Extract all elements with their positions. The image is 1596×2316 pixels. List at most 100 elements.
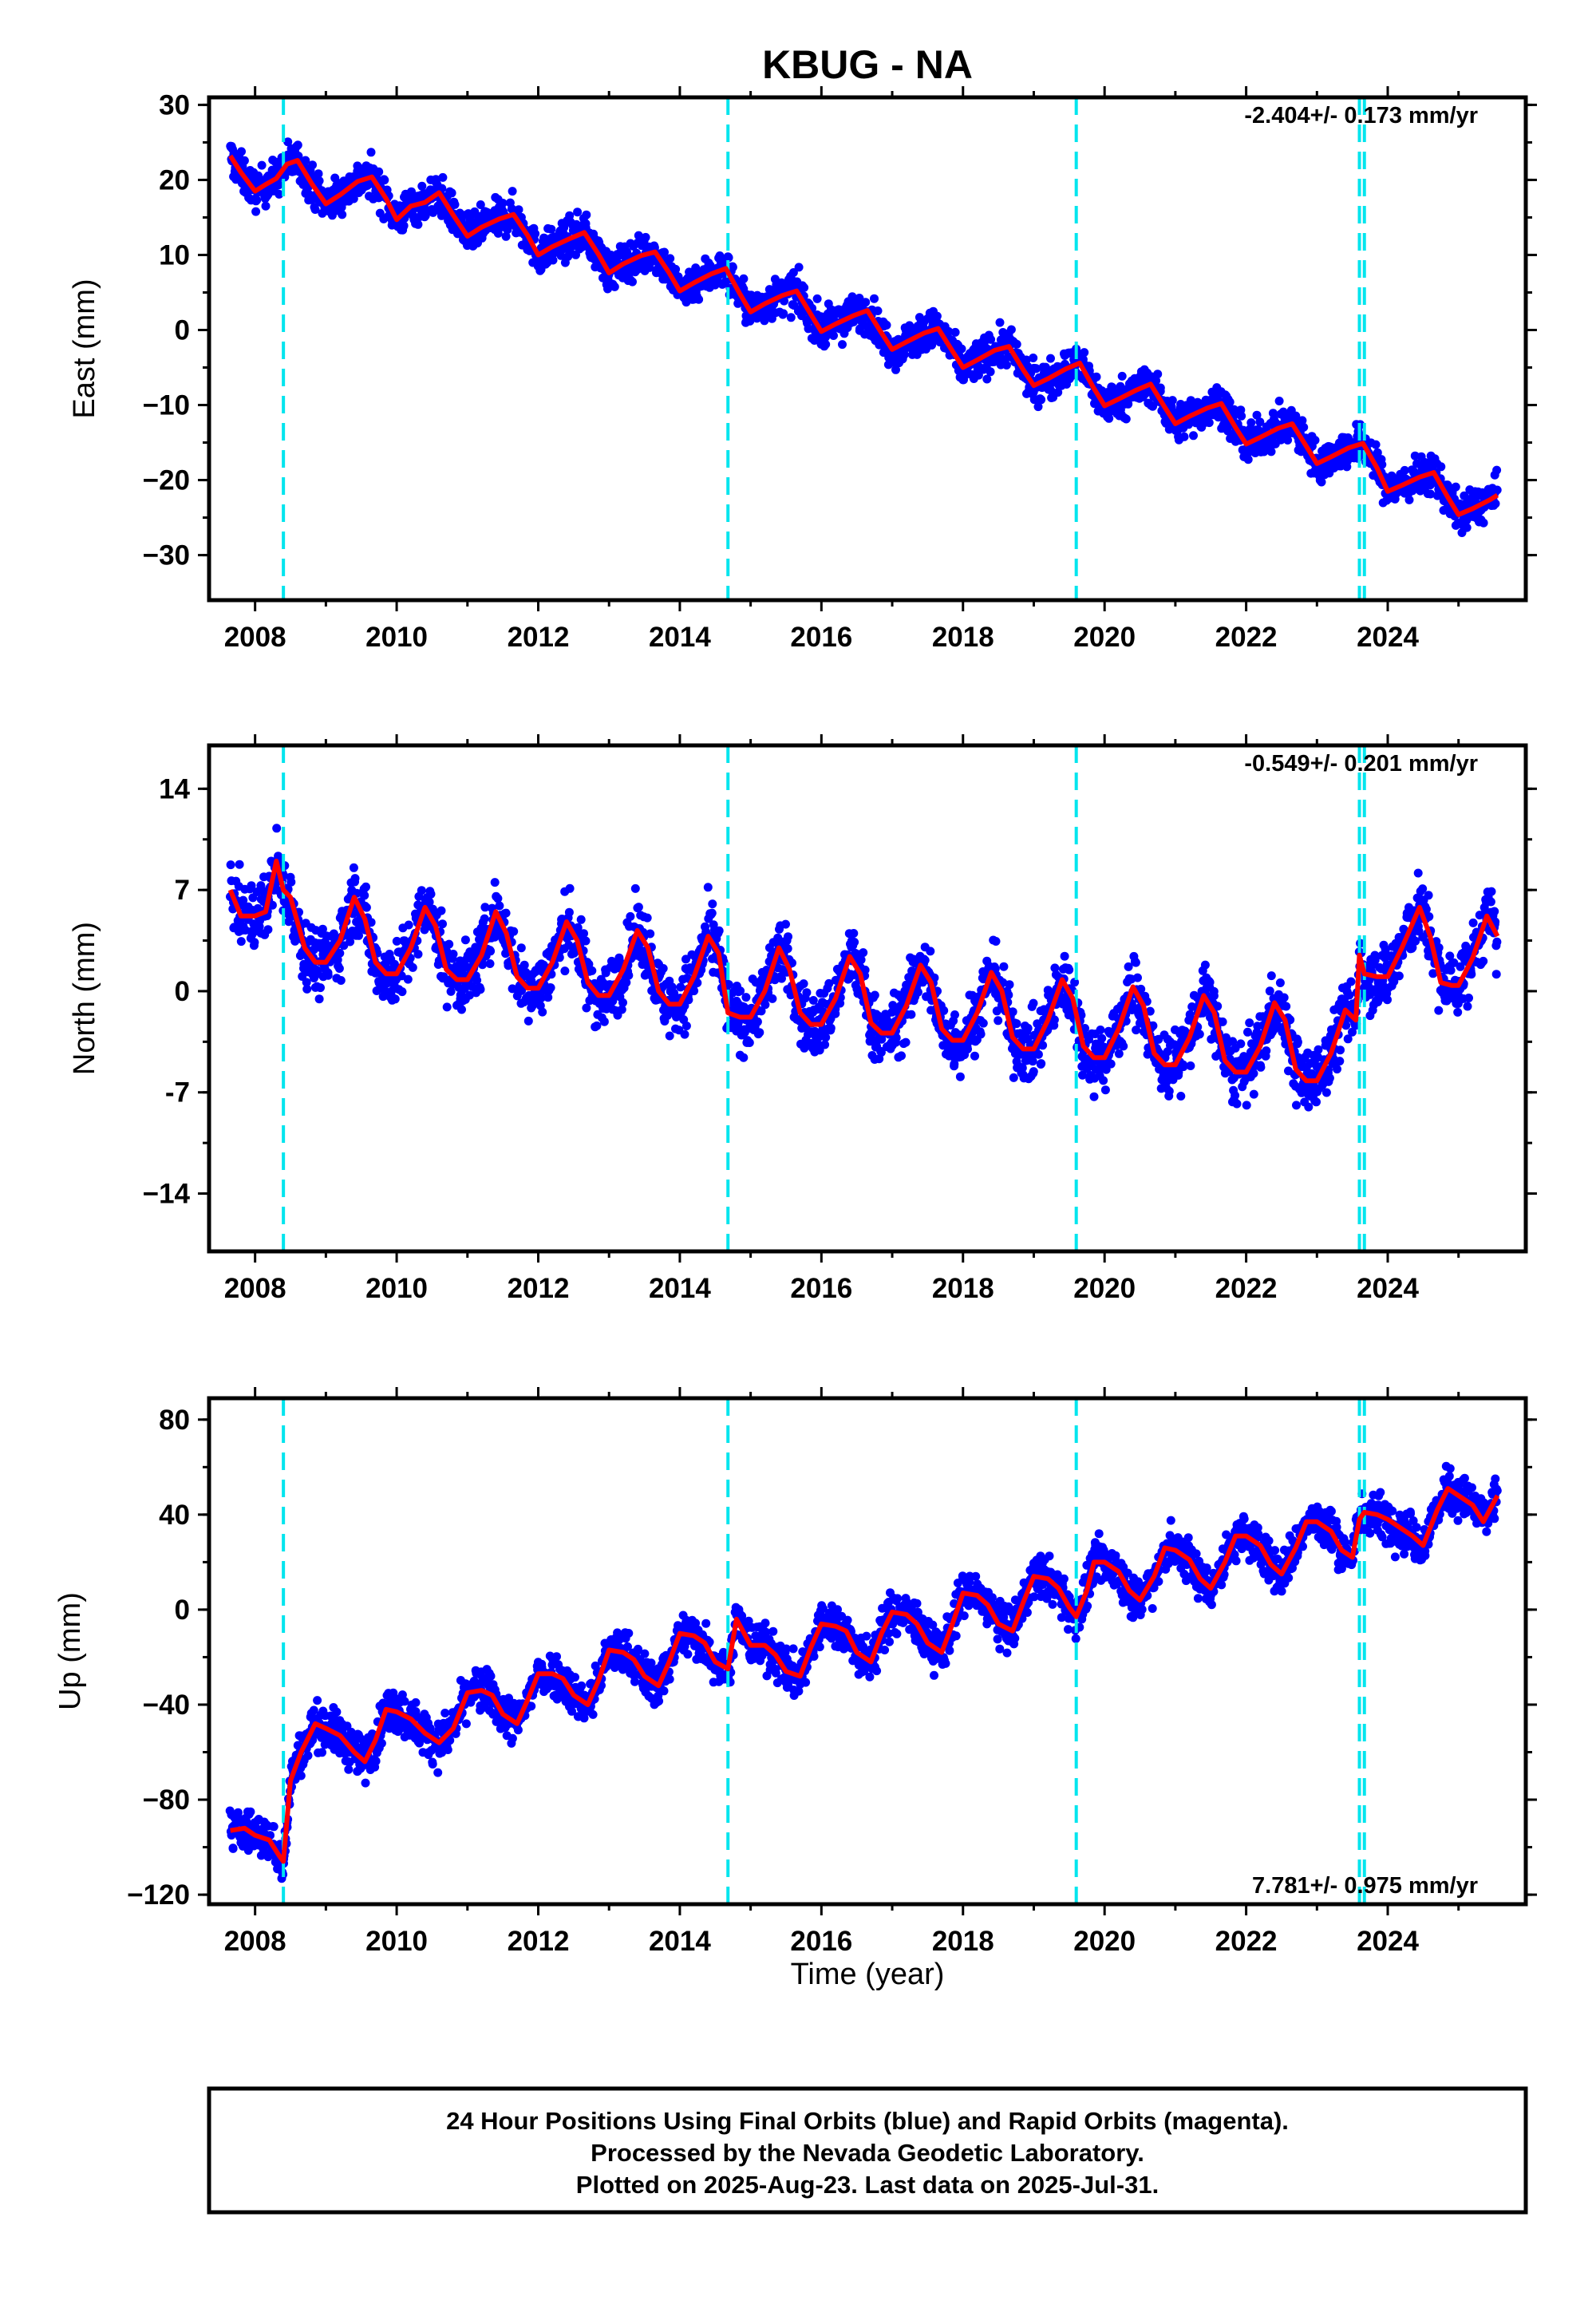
data-point — [1164, 1086, 1174, 1096]
data-point — [1266, 447, 1276, 456]
data-point — [899, 350, 909, 359]
data-point — [680, 1030, 689, 1039]
x-tick-label: 2018 — [932, 622, 994, 653]
x-tick-label: 2010 — [365, 622, 428, 653]
data-point — [808, 996, 818, 1005]
data-point — [1046, 385, 1056, 395]
data-point — [1228, 1037, 1238, 1046]
data-point — [476, 200, 485, 209]
data-point — [1436, 462, 1446, 472]
data-point — [1279, 993, 1289, 1002]
data-point — [1246, 418, 1256, 428]
data-point — [739, 274, 749, 283]
data-point — [794, 263, 804, 272]
daily-positions — [226, 824, 1502, 1112]
data-point — [548, 255, 558, 265]
data-point — [891, 365, 900, 374]
data-point — [1245, 1018, 1254, 1028]
data-point — [802, 988, 812, 998]
data-point — [1050, 963, 1060, 973]
data-point — [944, 326, 954, 336]
data-point — [350, 874, 360, 883]
data-point — [926, 947, 935, 956]
data-point — [693, 978, 702, 987]
data-point — [1312, 1097, 1321, 1107]
data-point — [995, 318, 1005, 327]
data-point — [707, 908, 717, 918]
data-point — [564, 907, 574, 917]
data-point — [274, 180, 283, 190]
data-point — [444, 939, 454, 949]
data-point — [1186, 1061, 1195, 1070]
data-point — [349, 863, 358, 872]
data-point — [251, 207, 261, 216]
data-point — [1314, 1045, 1323, 1054]
data-point — [986, 334, 996, 344]
data-point — [768, 994, 777, 1003]
data-point — [1209, 986, 1219, 996]
data-point — [1106, 1059, 1116, 1069]
data-point — [426, 889, 436, 899]
data-point — [646, 929, 655, 939]
data-point — [1255, 417, 1265, 427]
data-point — [335, 948, 345, 958]
data-point — [1200, 960, 1210, 970]
data-point — [1097, 1034, 1107, 1043]
data-point — [1029, 998, 1038, 1008]
data-point — [438, 172, 448, 182]
data-point — [1104, 413, 1114, 423]
data-point — [876, 1048, 886, 1057]
data-point — [261, 201, 271, 211]
data-point — [849, 929, 859, 938]
data-point — [800, 283, 809, 292]
data-point — [1218, 1017, 1227, 1026]
data-point — [413, 219, 423, 229]
data-point — [736, 986, 745, 996]
data-point — [628, 277, 637, 287]
data-point — [336, 976, 346, 985]
data-point — [1006, 325, 1016, 334]
data-point — [349, 194, 358, 204]
data-point — [543, 993, 553, 1002]
data-point — [1114, 1049, 1124, 1058]
data-point — [608, 996, 618, 1006]
data-point — [1053, 388, 1063, 397]
data-point — [1265, 986, 1274, 996]
data-point — [873, 306, 883, 315]
data-point — [859, 948, 868, 958]
data-point — [314, 176, 324, 186]
data-point — [442, 1002, 452, 1012]
data-point — [354, 931, 363, 940]
data-point — [970, 1051, 979, 1061]
data-point — [1426, 489, 1436, 499]
data-point — [1291, 411, 1301, 421]
data-point — [1186, 396, 1195, 405]
data-point — [681, 1022, 691, 1030]
data-point — [1317, 477, 1326, 487]
data-point — [1205, 978, 1215, 987]
data-point — [361, 882, 370, 891]
data-point — [976, 1030, 986, 1039]
data-point — [1001, 361, 1011, 370]
data-point — [308, 160, 317, 170]
data-point — [1341, 1021, 1351, 1030]
data-point — [838, 340, 847, 350]
data-point — [957, 344, 966, 354]
data-point — [755, 1028, 764, 1037]
data-point — [1012, 339, 1021, 349]
data-point — [1231, 1091, 1240, 1101]
data-point — [460, 935, 470, 945]
data-point — [820, 1040, 830, 1049]
data-point — [739, 1053, 749, 1062]
data-point — [413, 950, 423, 959]
y-tick-label: 10 — [159, 239, 190, 271]
data-point — [1167, 396, 1177, 405]
data-point — [470, 207, 480, 216]
y-tick-label: 30 — [159, 89, 190, 121]
data-point — [660, 247, 669, 257]
data-point — [1005, 980, 1014, 990]
data-point — [485, 959, 495, 968]
data-point — [501, 908, 511, 918]
data-point — [1252, 410, 1262, 420]
data-point — [1008, 1007, 1017, 1017]
